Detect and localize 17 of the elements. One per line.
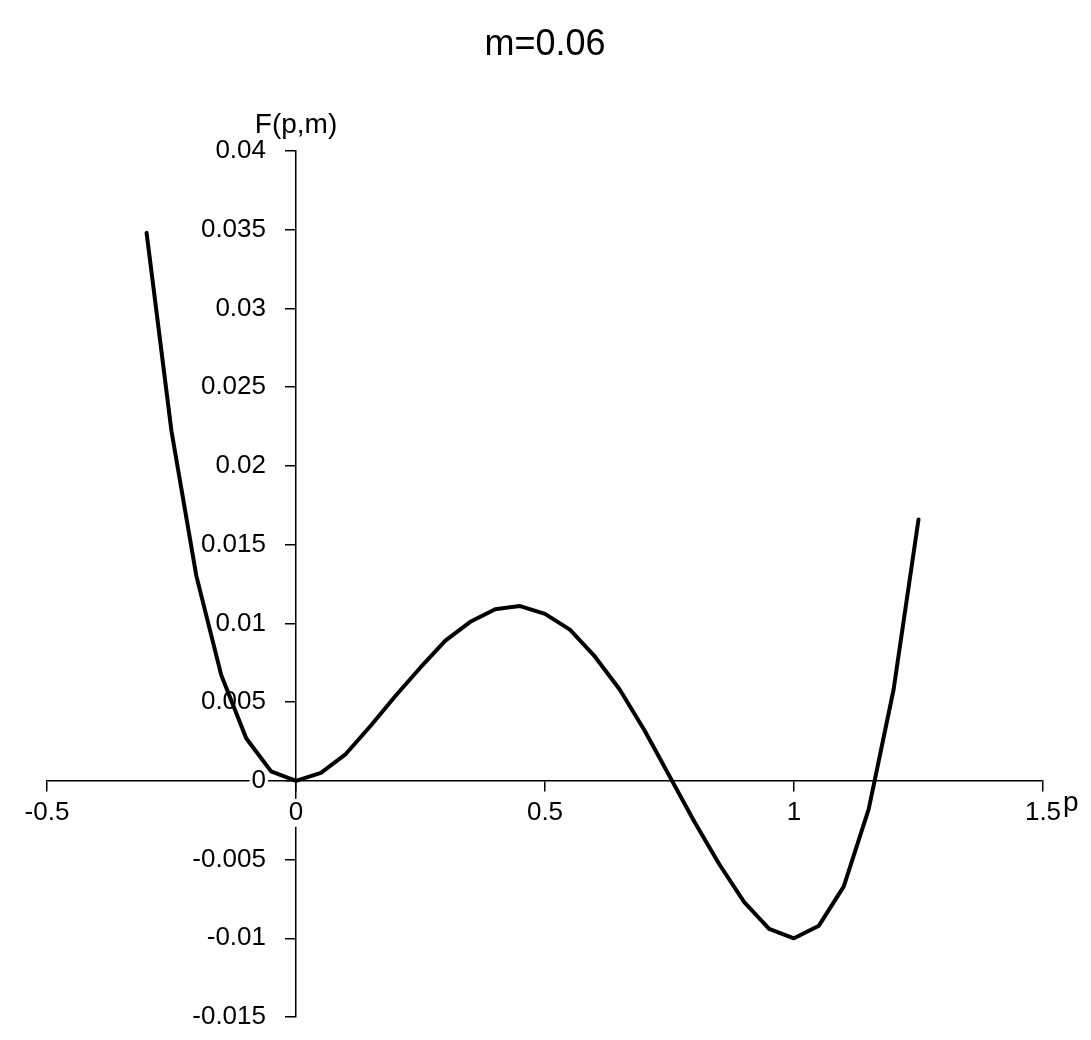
x-tick-label: 1: [786, 795, 802, 826]
chart-title: m=0.06: [484, 21, 606, 63]
y-tick-label: -0.005: [192, 842, 266, 873]
y-tick-label: 0.015: [200, 527, 266, 558]
x-tick-label: 1.5: [1024, 795, 1062, 826]
y-tick-label: 0.01: [215, 606, 266, 637]
y-tick-label: 0.02: [215, 449, 266, 480]
y-tick-label: 0.035: [200, 212, 266, 243]
y-tick-label: 0: [251, 763, 266, 794]
y-tick-label: -0.01: [206, 921, 266, 952]
y-tick-label: 0.03: [215, 291, 266, 322]
y-tick-label: 0.025: [200, 370, 266, 401]
x-axis-title: p: [1063, 785, 1079, 817]
x-tick-label: 0.5: [526, 795, 564, 826]
y-tick-label: -0.015: [192, 1000, 266, 1031]
x-tick-label: -0.5: [24, 795, 70, 826]
x-tick-label: 0: [288, 795, 304, 826]
